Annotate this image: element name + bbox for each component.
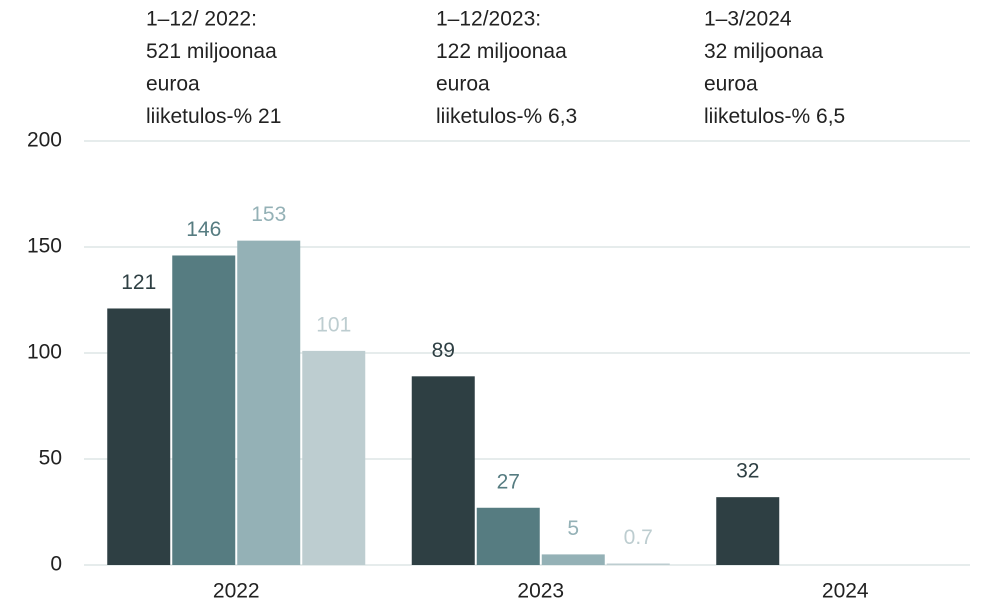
annotation: 32 miljoonaa: [704, 40, 823, 63]
data-label: 0.7: [624, 526, 653, 549]
bar: [716, 497, 780, 565]
annotation: 1–12/ 2022:: [146, 8, 257, 31]
bar: [107, 308, 171, 565]
annotation: 122 miljoonaa: [436, 40, 567, 63]
data-label: 146: [186, 218, 221, 241]
x-tick-label: 2024: [822, 580, 869, 603]
data-label: 89: [432, 339, 455, 362]
y-tick-label: 50: [39, 447, 62, 470]
annotation: 1–3/2024: [704, 8, 792, 31]
bar: [172, 255, 236, 566]
annotation: euroa: [436, 73, 490, 96]
annotation: liiketulos-% 6,3: [436, 105, 577, 128]
bar: [411, 376, 475, 565]
bar: [606, 563, 670, 565]
annotation: liiketulos-% 21: [146, 105, 281, 128]
data-label: 101: [316, 313, 351, 336]
bar: [541, 554, 605, 565]
x-tick-label: 2022: [213, 580, 260, 603]
y-tick-label: 0: [50, 553, 62, 576]
x-tick-label: 2023: [517, 580, 564, 603]
data-label: 153: [251, 203, 286, 226]
annotation: euroa: [146, 73, 200, 96]
annotation: liiketulos-% 6,5: [704, 105, 845, 128]
annotation: euroa: [704, 73, 758, 96]
y-tick-label: 150: [27, 235, 62, 258]
data-label: 32: [736, 460, 759, 483]
bar: [302, 350, 366, 565]
bar: [476, 507, 540, 565]
y-tick-label: 100: [27, 341, 62, 364]
y-tick-label: 200: [27, 129, 62, 152]
data-label: 5: [567, 517, 579, 540]
data-label: 121: [121, 271, 156, 294]
annotation: 1–12/2023:: [436, 8, 541, 31]
bar: [237, 240, 301, 565]
data-label: 27: [497, 470, 520, 493]
annotation: 521 miljoonaa: [146, 40, 277, 63]
